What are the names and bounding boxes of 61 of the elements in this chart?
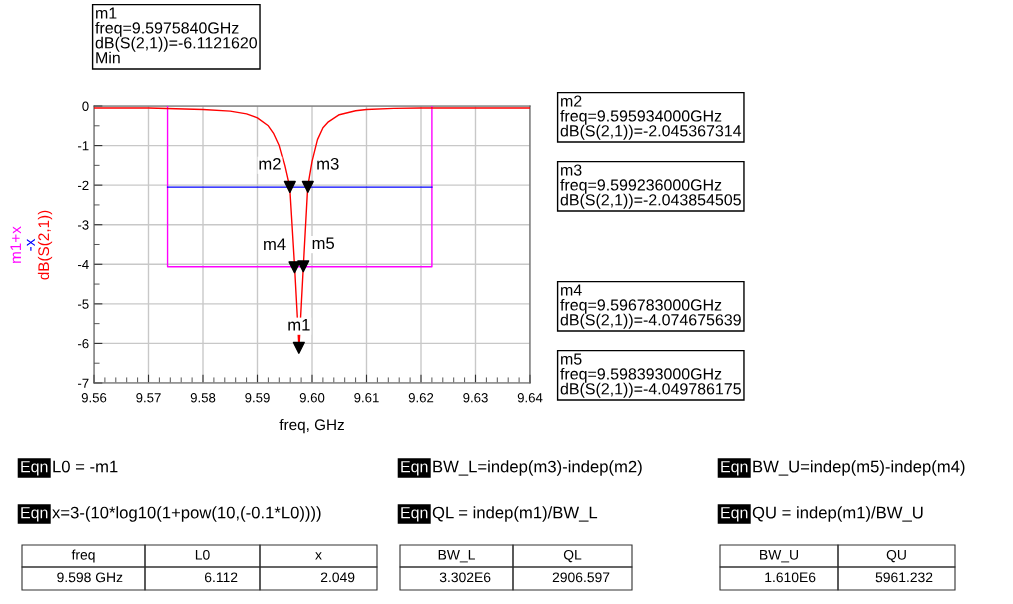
- text: L0 = -m1: [53, 460, 118, 473]
- text: BW_L=indep(m3)-indep(m2): [433, 460, 642, 476]
- text: BW_U=indep(m5)-indep(m4): [753, 460, 965, 476]
- text: -x: [26, 238, 35, 251]
- text: m1 freq=9.5975840GHz dB(S(2,1))=-6.1121620 Min: [95, 7, 258, 64]
- point: [301, 180, 314, 193]
- series-label: m1: [288, 319, 310, 331]
- text: Eqn: [21, 507, 48, 522]
- text: L0: [195, 549, 210, 560]
- x-tick-label: 9.57: [136, 393, 161, 403]
- series-label: m4: [264, 238, 286, 250]
- text: m5 freq=9.598393000GHz dB(S(2,1))=-4.049786175: [560, 353, 741, 398]
- text: 3.302E6: [439, 572, 491, 583]
- text: 9.598 GHz: [57, 572, 123, 583]
- text: m3 freq=9.599236000GHz dB(S(2,1))=-2.043854505: [560, 164, 741, 209]
- text: BW_U: [760, 550, 798, 563]
- x-tick-label: 9.60: [299, 393, 325, 403]
- text: m2 freq=9.595934000GHz dB(S(2,1))=-2.045367314: [560, 95, 742, 140]
- text: QL = indep(m1)/BW_L: [432, 506, 598, 522]
- x-tick-label: 9.64: [517, 393, 543, 403]
- text: BW_L: [438, 550, 475, 563]
- text: x: [315, 552, 322, 560]
- text: 2.049: [320, 572, 355, 583]
- text: Eqn: [721, 507, 748, 522]
- text: freq: [71, 549, 95, 563]
- y-tick-label: -4: [77, 259, 89, 270]
- point: [297, 260, 310, 273]
- text: 5961.232: [875, 572, 933, 583]
- x-tick-label: 9.63: [463, 393, 488, 403]
- x-tick-label: 9.61: [354, 393, 379, 403]
- text: m1+x: [10, 226, 21, 263]
- point: [292, 341, 305, 354]
- text: dB(S(2,1)): [37, 210, 53, 280]
- x-axis-title: freq, GHz: [279, 418, 344, 434]
- y-tick-label: -7: [77, 378, 89, 388]
- y-tick-label: -1: [77, 141, 89, 151]
- y-tick-label: -3: [77, 220, 89, 230]
- y-tick-label: -6: [77, 339, 89, 349]
- text: 2906.597: [552, 572, 610, 583]
- text: 1.610E6: [765, 572, 816, 583]
- x-tick-label: 9.62: [408, 393, 434, 403]
- text: Eqn: [401, 461, 428, 476]
- x-tick-label: 9.58: [190, 393, 216, 403]
- text: Eqn: [721, 461, 748, 476]
- text: Eqn: [21, 461, 48, 476]
- text: x=3-(10*log10(1+pow(10,(-0.1*L0)))): [52, 506, 321, 522]
- text: QU = indep(m1)/BW_U: [752, 506, 923, 522]
- series-label: m5: [312, 237, 335, 250]
- text: m4 freq=9.596783000GHz dB(S(2,1))=-4.074675639: [560, 284, 741, 329]
- text: QU: [886, 549, 906, 563]
- y-tick-label: -2: [77, 180, 89, 190]
- series-label: m2: [259, 157, 281, 170]
- text: Eqn: [401, 507, 428, 522]
- text: QL: [563, 549, 582, 563]
- text: 6.112: [204, 572, 238, 583]
- point: [283, 180, 296, 194]
- y-tick-label: -5: [77, 299, 89, 309]
- x-tick-label: 9.59: [245, 393, 270, 403]
- x-tick-label: 9.56: [81, 393, 107, 403]
- y-tick-label: 0: [82, 101, 89, 111]
- series-label: m3: [317, 157, 339, 170]
